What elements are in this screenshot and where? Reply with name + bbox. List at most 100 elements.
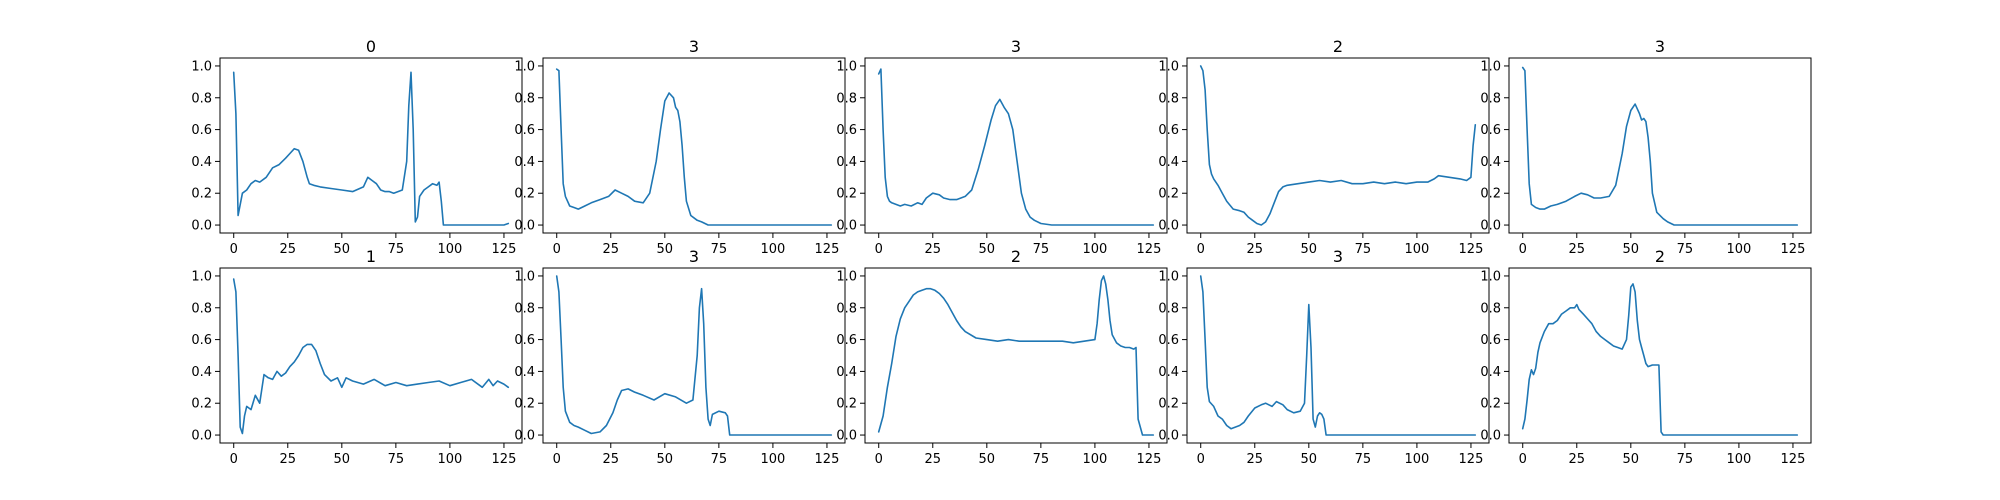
subplot-4: 0 25 50 75 100 125 0.0 0.2 0.4 0.6 0.8 1.0 3 <box>1480 37 1812 257</box>
plot-frame <box>1508 57 1812 234</box>
y-tick-label: 0.0 <box>514 219 535 234</box>
y-tick-label: 0.8 <box>836 301 857 316</box>
y-tick-label: 0.2 <box>1158 187 1179 202</box>
plot-frame <box>219 267 523 444</box>
y-tick-label: 0.6 <box>1158 333 1179 348</box>
y-tick-label: 0.6 <box>1158 123 1179 138</box>
series-line <box>1521 283 1799 436</box>
x-tick-label: 25 <box>1246 452 1263 467</box>
y-tick-label: 0.8 <box>1480 301 1501 316</box>
plot-frame <box>542 57 846 234</box>
series-line <box>232 278 510 435</box>
x-tick-label: 100 <box>760 242 785 257</box>
y-tick-label: 0.2 <box>1480 187 1501 202</box>
subplot-1: 0 25 50 75 100 125 0.0 0.2 0.4 0.6 0.8 1.0 3 <box>514 37 846 257</box>
x-tick-label: 125 <box>815 242 840 257</box>
x-tick-label: 100 <box>437 242 462 257</box>
x-tick-label: 75 <box>1355 242 1372 257</box>
x-tick-label: 50 <box>1623 242 1640 257</box>
x-tick-label: 0 <box>553 452 561 467</box>
x-tick-label: 0 <box>875 242 883 257</box>
y-tick-label: 1.0 <box>836 59 857 74</box>
x-tick-label: 50 <box>657 452 674 467</box>
x-tick-label: 75 <box>711 452 728 467</box>
plot-frame <box>542 267 846 444</box>
y-tick-label: 0.4 <box>836 365 857 380</box>
y-tick-label: 0.2 <box>514 397 535 412</box>
plot-frame <box>864 57 1168 234</box>
x-tick-label: 25 <box>1568 242 1585 257</box>
subplot-2: 0 25 50 75 100 125 0.0 0.2 0.4 0.6 0.8 1.0 3 <box>836 37 1168 257</box>
y-tick-label: 0.4 <box>1480 155 1501 170</box>
y-tick-label: 0.0 <box>191 219 212 234</box>
y-tick-label: 0.2 <box>1480 397 1501 412</box>
x-tick-label: 75 <box>388 452 405 467</box>
y-tick-label: 1.0 <box>836 269 857 284</box>
y-tick-label: 1.0 <box>1158 269 1179 284</box>
x-tick-label: 75 <box>388 242 405 257</box>
subplot-6: 0 25 50 75 100 125 0.0 0.2 0.4 0.6 0.8 1.0 3 <box>514 247 846 467</box>
subplot-title: 3 <box>689 247 699 266</box>
x-tick-label: 75 <box>1355 452 1372 467</box>
y-tick-label: 0.8 <box>191 91 212 106</box>
subplot-title: 1 <box>366 247 376 266</box>
x-tick-label: 125 <box>1137 452 1162 467</box>
y-tick-label: 0.6 <box>191 333 212 348</box>
y-tick-label: 0.8 <box>514 301 535 316</box>
subplot-title: 0 <box>366 37 376 56</box>
subplot-title: 3 <box>689 37 699 56</box>
y-tick-label: 0.2 <box>514 187 535 202</box>
x-tick-label: 25 <box>924 452 941 467</box>
x-tick-label: 125 <box>492 242 517 257</box>
series-line <box>877 68 1155 226</box>
subplot-8: 0 25 50 75 100 125 0.0 0.2 0.4 0.6 0.8 1.0 3 <box>1158 247 1490 467</box>
y-tick-label: 1.0 <box>514 269 535 284</box>
plot-frame <box>1186 267 1490 444</box>
y-tick-label: 0.0 <box>514 429 535 444</box>
x-tick-label: 0 <box>230 452 238 467</box>
y-tick-label: 0.8 <box>1158 91 1179 106</box>
subplot-title: 2 <box>1333 37 1343 56</box>
y-tick-label: 1.0 <box>191 269 212 284</box>
x-tick-label: 50 <box>979 452 996 467</box>
x-tick-label: 100 <box>760 452 785 467</box>
x-tick-label: 125 <box>1781 452 1806 467</box>
x-tick-label: 75 <box>1677 242 1694 257</box>
y-tick-label: 0.0 <box>1158 429 1179 444</box>
subplot-title: 2 <box>1011 247 1021 266</box>
y-tick-label: 0.2 <box>836 187 857 202</box>
y-tick-label: 0.8 <box>514 91 535 106</box>
x-tick-label: 125 <box>492 452 517 467</box>
y-tick-label: 1.0 <box>1480 269 1501 284</box>
y-tick-label: 0.6 <box>1480 333 1501 348</box>
y-tick-label: 1.0 <box>1480 59 1501 74</box>
y-tick-label: 0.4 <box>1158 155 1179 170</box>
series-line <box>232 71 510 226</box>
x-tick-label: 125 <box>1459 452 1484 467</box>
x-tick-label: 100 <box>1082 242 1107 257</box>
series-line <box>1521 66 1799 226</box>
x-tick-label: 25 <box>279 242 296 257</box>
x-tick-label: 75 <box>1033 452 1050 467</box>
subplot-9: 0 25 50 75 100 125 0.0 0.2 0.4 0.6 0.8 1.0 2 <box>1480 247 1812 467</box>
plot-frame <box>864 267 1168 444</box>
x-tick-label: 100 <box>437 452 462 467</box>
series-line <box>1199 65 1477 226</box>
y-tick-label: 0.6 <box>514 123 535 138</box>
x-tick-label: 50 <box>1301 242 1318 257</box>
x-tick-label: 50 <box>979 242 996 257</box>
y-tick-label: 0.8 <box>836 91 857 106</box>
subplot-title: 3 <box>1333 247 1343 266</box>
x-tick-label: 100 <box>1726 242 1751 257</box>
y-tick-label: 0.8 <box>191 301 212 316</box>
x-tick-label: 100 <box>1404 242 1429 257</box>
x-tick-label: 25 <box>279 452 296 467</box>
series-line <box>877 275 1155 436</box>
y-tick-label: 0.6 <box>836 333 857 348</box>
y-tick-label: 0.4 <box>514 365 535 380</box>
y-tick-label: 0.6 <box>836 123 857 138</box>
x-tick-label: 50 <box>334 242 351 257</box>
y-tick-label: 0.4 <box>1158 365 1179 380</box>
subplot-5: 0 25 50 75 100 125 0.0 0.2 0.4 0.6 0.8 1.0 1 <box>191 247 523 467</box>
